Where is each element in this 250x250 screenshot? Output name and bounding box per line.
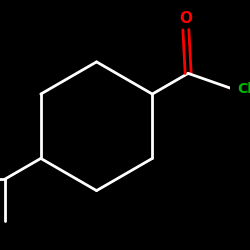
Text: O: O bbox=[179, 11, 192, 26]
Text: Cl: Cl bbox=[237, 82, 250, 96]
